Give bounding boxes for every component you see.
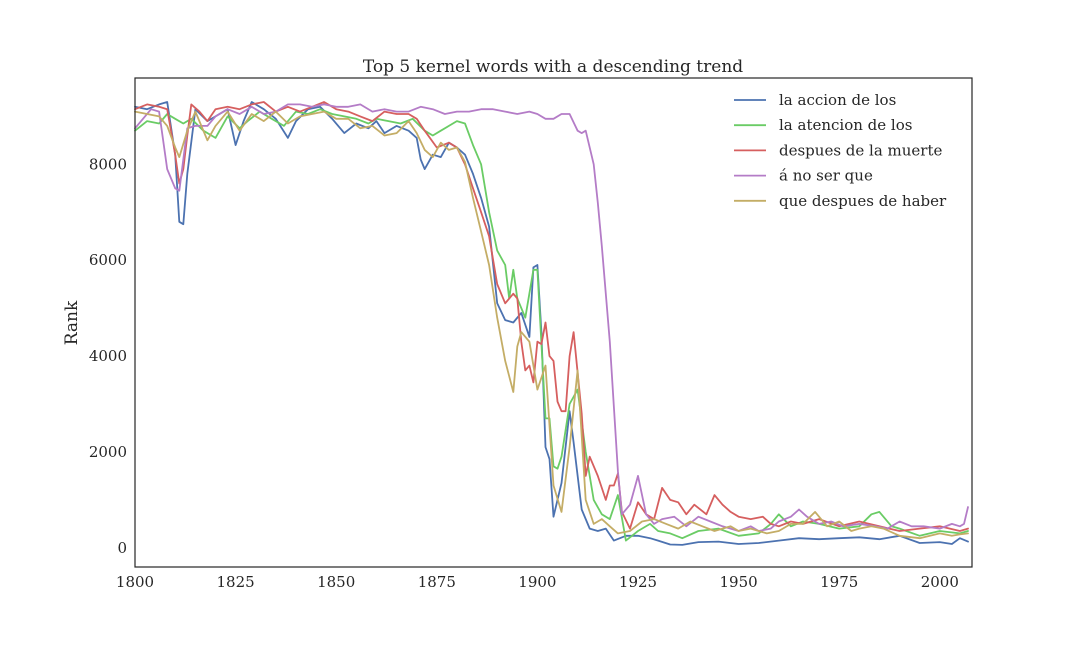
y-axis: 0 2000 4000 6000 8000 [89, 155, 127, 557]
y-tick-label: 0 [117, 539, 127, 557]
x-axis: 1800 1825 1850 1875 1900 1925 1950 1975 2000 [116, 573, 959, 591]
x-tick-label: 1850 [317, 573, 355, 591]
x-tick-label: 1950 [720, 573, 758, 591]
x-tick-label: 1800 [116, 573, 154, 591]
x-tick-label: 1900 [518, 573, 556, 591]
legend-label-despues-de-la-muerte: despues de la muerte [779, 141, 942, 159]
series-line-la-accion-de-los [134, 101, 969, 546]
series-line-a-no-ser-que [134, 103, 969, 532]
y-tick-label: 2000 [89, 443, 127, 461]
series-line-despues-de-la-muerte [134, 101, 969, 532]
legend-label-la-atencion-de-los: la atencion de los [779, 116, 912, 134]
x-tick-label: 1875 [418, 573, 456, 591]
x-tick-label: 2000 [921, 573, 959, 591]
y-tick-label: 6000 [89, 251, 127, 269]
chart-title: Top 5 kernel words with a descending tre… [363, 57, 743, 77]
series-line-la-atencion-de-los [134, 108, 969, 542]
x-tick-label: 1825 [217, 573, 255, 591]
x-tick-label: 1975 [820, 573, 858, 591]
plot-lines [134, 101, 969, 546]
y-tick-label: 4000 [89, 347, 127, 365]
x-tick-label: 1925 [619, 573, 657, 591]
legend-label-la-accion-de-los: la accion de los [779, 91, 896, 109]
plot-frame [134, 77, 973, 568]
legend-label-a-no-ser-que: á no ser que [779, 167, 873, 185]
y-axis-label: Rank [62, 300, 82, 345]
legend: la accion de los la atencion de los despue… [734, 91, 947, 210]
legend-label-que-despues-de-haber: que despues de haber [779, 192, 947, 210]
series-line-que-despues-de-haber [134, 110, 969, 540]
y-tick-label: 8000 [89, 155, 127, 173]
